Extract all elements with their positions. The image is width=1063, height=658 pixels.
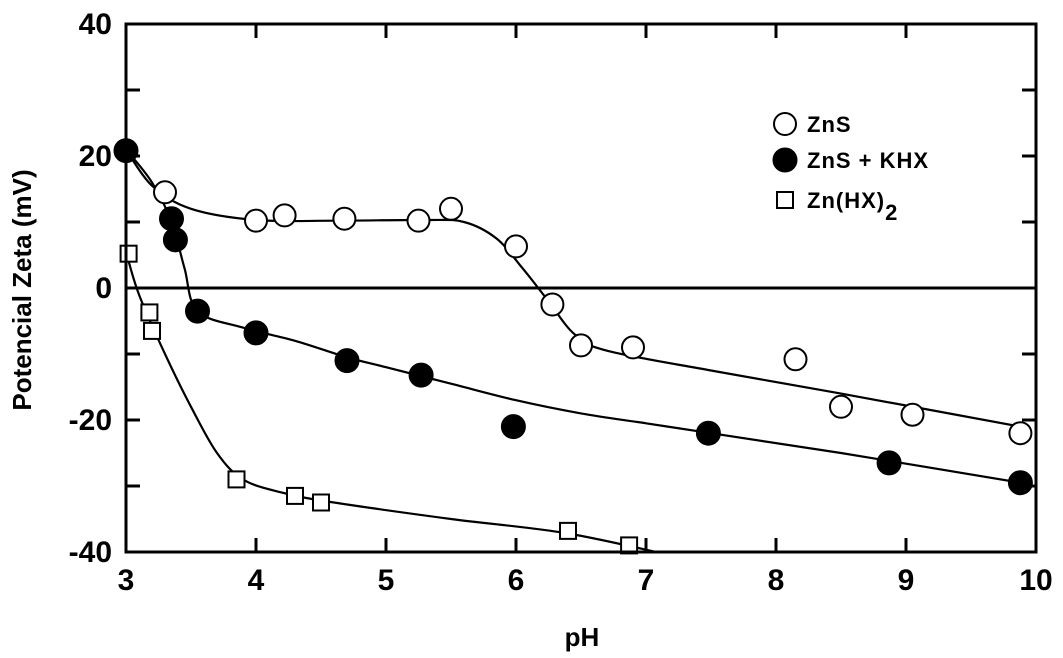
point-zns (540, 292, 565, 317)
point-zns (569, 333, 593, 358)
point-zns (332, 206, 357, 231)
point-zns-khx (185, 298, 210, 324)
x-tick-label: 3 (118, 564, 135, 597)
point-zn-hx (559, 521, 577, 540)
point-zn-hx (143, 321, 161, 340)
legend-marker-zn-hx (776, 191, 794, 209)
y-tick-label: 20 (79, 140, 112, 173)
legend-marker-zns (773, 112, 797, 136)
point-zns-khx (1007, 470, 1033, 496)
point-zns (244, 208, 268, 233)
legend-subscript: 2 (885, 200, 898, 225)
data-markers (113, 138, 1033, 555)
point-zn-hx (227, 470, 246, 489)
y-tick-label: -20 (69, 404, 112, 437)
y-tick-label: 0 (95, 272, 112, 305)
point-zns-khx (162, 227, 188, 253)
point-zns (1008, 421, 1033, 446)
legend-label-zn-hx: Zn(HX)2 (807, 188, 898, 225)
point-zns (272, 203, 297, 228)
legend-marker-zns-khx (772, 147, 798, 173)
x-tick-label: 6 (508, 564, 525, 597)
point-zns-khx (695, 420, 721, 446)
point-zns (829, 394, 853, 419)
point-zn-hx (286, 486, 304, 505)
point-zn-hx (119, 244, 138, 263)
point-zns-khx (500, 414, 526, 440)
x-tick-label: 9 (898, 564, 915, 597)
y-tick-label: 40 (79, 8, 112, 41)
point-zn-hx (140, 303, 159, 322)
point-zns (504, 234, 528, 259)
point-zns (900, 402, 925, 427)
curve-zn-hx (126, 251, 661, 552)
point-zns (783, 347, 808, 372)
curve-zns-khx (126, 148, 1021, 484)
x-tick-label: 8 (768, 564, 785, 597)
point-zns (406, 208, 431, 233)
x-tick-label: 7 (638, 564, 655, 597)
point-zns-khx (159, 206, 184, 232)
point-zns-khx (876, 450, 902, 476)
x-tick-label: 10 (1019, 564, 1052, 597)
point-zns-khx (408, 362, 434, 388)
tick-labels: 3 4 5 6 7 8 9 10 40 20 0 -20 -40 (69, 8, 1053, 597)
point-zns (439, 196, 463, 221)
legend-label-zns: ZnS (807, 112, 852, 137)
point-zn-hx (312, 493, 330, 512)
y-axis-title: Potencial Zeta (mV) (7, 169, 37, 410)
point-zns (621, 335, 645, 360)
x-tick-label: 5 (378, 564, 395, 597)
y-tick-label: -40 (69, 536, 112, 569)
point-zns-khx (334, 348, 360, 374)
point-zns (153, 180, 177, 205)
legend: ZnS ZnS + KHX Zn(HX)2 (772, 112, 929, 225)
legend-label-zns-khx: ZnS + KHX (807, 148, 929, 173)
x-axis-title: pH (565, 622, 600, 652)
x-tick-label: 4 (248, 564, 265, 597)
point-zns-khx (243, 320, 269, 346)
axes (124, 22, 1038, 554)
